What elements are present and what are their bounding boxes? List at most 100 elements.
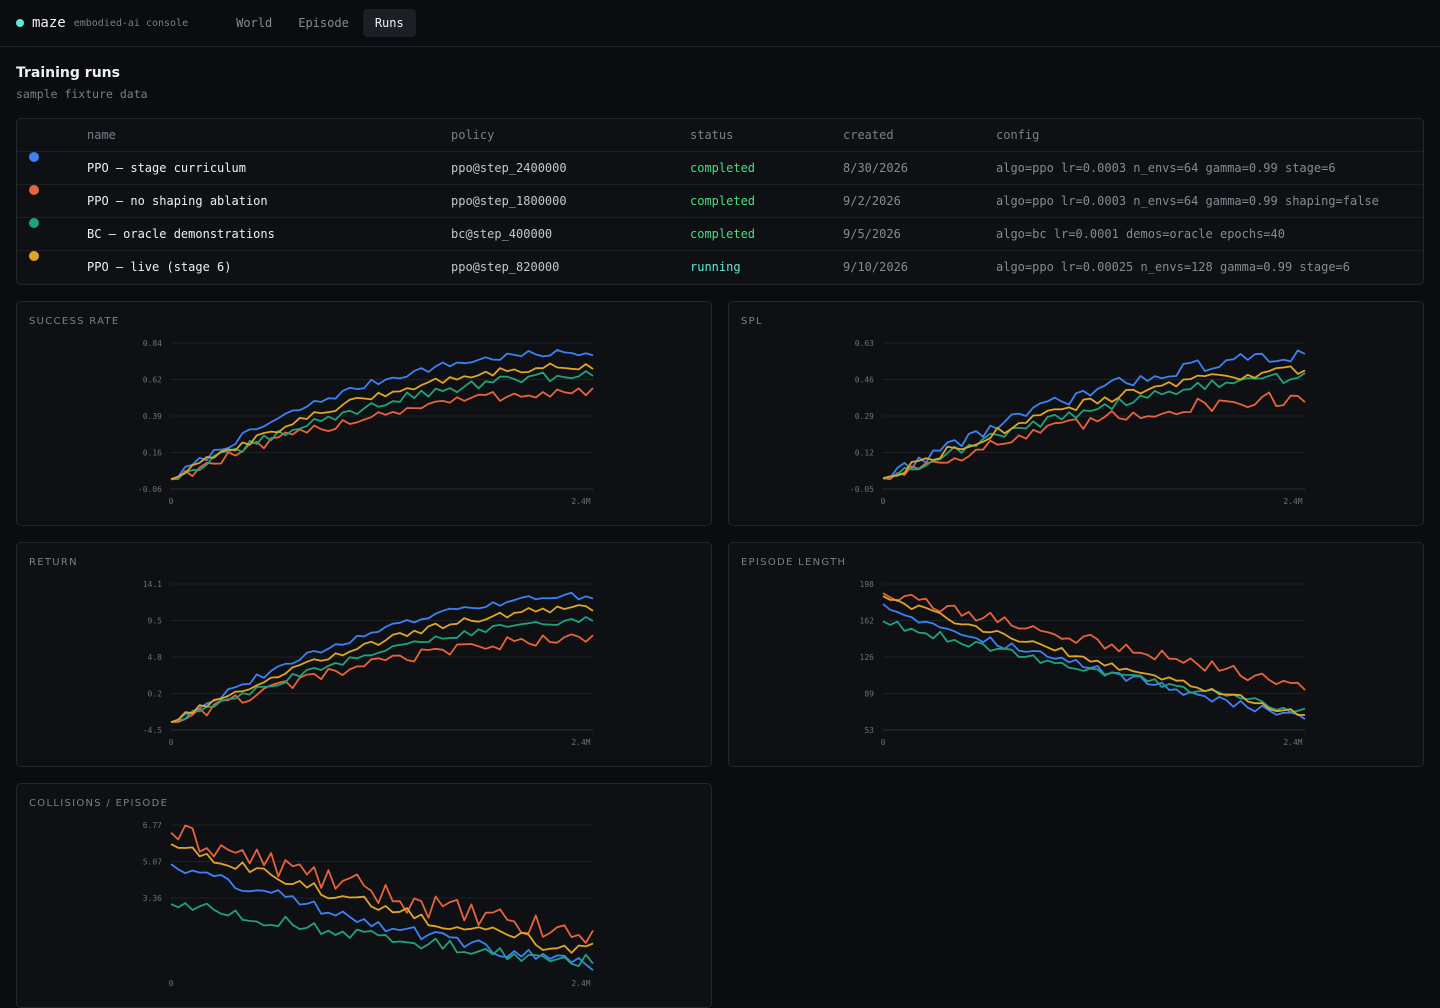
column-header-policy[interactable]: policy (451, 128, 495, 142)
run-color-dot (29, 218, 39, 228)
run-name: PPO — stage curriculum (87, 161, 246, 175)
series-line (882, 595, 1306, 717)
y-tick-label: -0.05 (850, 485, 874, 494)
section-header: Training runs sample fixture data (16, 65, 148, 101)
y-tick-label: 0.29 (855, 412, 874, 421)
table-row[interactable]: PPO — live (stage 6) ppo@step_820000 run… (17, 251, 1423, 284)
column-header-status[interactable]: status (690, 128, 734, 142)
series-line (882, 391, 1306, 481)
y-tick-label: 14.1 (143, 580, 162, 589)
tab-world[interactable]: World (236, 16, 273, 30)
run-policy: bc@step_400000 (451, 227, 553, 241)
run-created: 9/10/2026 (843, 260, 909, 274)
y-tick-label: 9.5 (148, 617, 163, 626)
chart-title: RETURN (29, 557, 78, 568)
y-tick-label: 0.12 (855, 449, 874, 458)
series-line (882, 603, 1306, 720)
y-tick-label: 0.84 (143, 339, 162, 348)
x-tick-label: 0 (169, 497, 174, 506)
series-line (170, 387, 594, 481)
chart-panel-success-rate: SUCCESS RATE 0.84 0.62 0.39 0.16 -0.06 0 2.4M (16, 301, 712, 526)
series-line (882, 349, 1306, 480)
series-line (882, 592, 1306, 691)
x-tick-label: 2.4M (571, 979, 590, 988)
x-tick-label: 0 (881, 738, 886, 747)
series-line (170, 349, 594, 481)
run-name: PPO — live (stage 6) (87, 260, 232, 274)
runs-table: name policy status created config PPO — … (16, 118, 1424, 285)
y-tick-label: 126 (860, 653, 875, 662)
y-tick-label: 198 (860, 580, 875, 589)
chart-panel-collisions: COLLISIONS / EPISODE 6.77 5.07 3.36 0 2.4M (16, 783, 712, 1008)
y-tick-label: 0.2 (148, 690, 163, 699)
status-dot-icon (16, 19, 24, 27)
x-tick-label: 2.4M (571, 497, 590, 506)
column-header-name[interactable]: name (87, 128, 116, 142)
series-line (170, 370, 594, 481)
series-line (170, 604, 594, 724)
y-tick-label: 5.07 (143, 858, 162, 867)
chart-title: SPL (741, 316, 763, 327)
chart-title: EPISODE LENGTH (741, 557, 847, 568)
table-row[interactable]: BC — oracle demonstrations bc@step_40000… (17, 218, 1423, 251)
run-color-dot (29, 185, 39, 195)
y-tick-label: 0.62 (143, 376, 162, 385)
table-row[interactable]: PPO — stage curriculum ppo@step_2400000 … (17, 152, 1423, 185)
chart-title: SUCCESS RATE (29, 316, 120, 327)
run-created: 9/2/2026 (843, 194, 901, 208)
y-tick-label: 6.77 (143, 821, 162, 830)
y-tick-label: 162 (860, 617, 875, 626)
page-subtitle: sample fixture data (16, 87, 148, 101)
success-rate-chart: 0.84 0.62 0.39 0.16 -0.06 0 2.4M (138, 339, 594, 506)
run-config: algo=ppo lr=0.0003 n_envs=64 gamma=0.99 … (996, 161, 1336, 175)
y-tick-label: 89 (864, 690, 874, 699)
app-subtitle: embodied-ai console (73, 17, 189, 29)
return-chart: 14.1 9.5 4.8 0.2 -4.5 0 2.4M (143, 580, 594, 747)
y-tick-label: -0.06 (138, 485, 162, 494)
run-name: PPO — no shaping ablation (87, 194, 268, 208)
run-policy: ppo@step_2400000 (451, 161, 567, 175)
chart-panel-episode-length: EPISODE LENGTH 198 162 126 89 53 0 2.4M (728, 542, 1424, 767)
y-tick-label: -4.5 (143, 726, 162, 735)
y-tick-label: 3.36 (143, 894, 162, 903)
x-tick-label: 2.4M (1283, 497, 1302, 506)
run-status: completed (690, 227, 756, 241)
series-line (882, 365, 1306, 480)
x-tick-label: 2.4M (571, 738, 590, 747)
y-tick-label: 53 (864, 726, 874, 735)
chart-title: COLLISIONS / EPISODE (29, 798, 169, 809)
run-status: completed (690, 161, 756, 175)
run-config: algo=ppo lr=0.0003 n_envs=64 gamma=0.99 … (996, 194, 1379, 208)
page-title: Training runs (16, 65, 120, 81)
chart-panel-return: RETURN 14.1 9.5 4.8 0.2 -4.5 0 2.4M (16, 542, 712, 767)
run-policy: ppo@step_1800000 (451, 194, 567, 208)
column-header-created[interactable]: created (843, 128, 894, 142)
y-tick-label: 0.46 (855, 376, 874, 385)
run-config: algo=ppo lr=0.00025 n_envs=128 gamma=0.9… (996, 260, 1351, 274)
nav-tabs: World Episode Runs (224, 9, 418, 37)
run-status: completed (690, 194, 756, 208)
run-created: 8/30/2026 (843, 161, 909, 175)
y-tick-label: 0.63 (855, 339, 874, 348)
y-tick-label: 4.8 (148, 653, 163, 662)
series-line (170, 362, 594, 481)
column-header-config[interactable]: config (996, 128, 1040, 142)
table-row[interactable]: PPO — no shaping ablation ppo@step_18000… (17, 185, 1423, 218)
brand: maze embodied-ai console (16, 15, 188, 31)
run-config: algo=bc lr=0.0001 demos=oracle epochs=40 (996, 227, 1285, 241)
run-color-dot (29, 251, 39, 261)
tab-runs[interactable]: Runs (362, 9, 416, 37)
tab-episode[interactable]: Episode (298, 16, 349, 30)
run-name: BC — oracle demonstrations (87, 227, 275, 241)
run-color-dot (29, 152, 39, 162)
table-header-row: name policy status created config (17, 119, 1423, 152)
spl-chart: 0.63 0.46 0.29 0.12 -0.05 0 2.4M (850, 339, 1306, 506)
y-tick-label: 0.16 (143, 449, 162, 458)
series-line (170, 616, 594, 724)
top-bar: maze embodied-ai console World Episode R… (0, 0, 1440, 47)
series-line (170, 633, 594, 724)
y-tick-label: 0.39 (143, 412, 162, 421)
app-name: maze (32, 15, 66, 31)
collisions-chart: 6.77 5.07 3.36 0 2.4M (143, 821, 594, 988)
episode-length-chart: 198 162 126 89 53 0 2.4M (860, 580, 1306, 747)
